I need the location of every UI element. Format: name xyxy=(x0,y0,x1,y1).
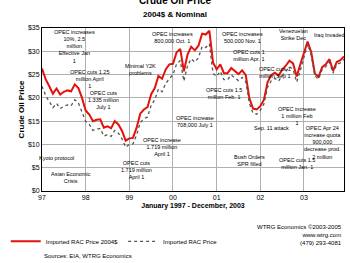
svg-text:OPEC cuts1.335 millionJuly 1: OPEC cuts1.335 millionJuly 1 xyxy=(88,90,119,110)
svg-text:OPEC increases10%, 2.5millionE: OPEC increases10%, 2.5millionEffective J… xyxy=(54,29,95,64)
svg-text:OPEC Apr 24increase quota900,0: OPEC Apr 24increase quota900,000decrease… xyxy=(304,125,341,160)
svg-text:01: 01 xyxy=(213,194,221,201)
svg-text:OPEC increase1 million Feb1: OPEC increase1 million Feb1 xyxy=(278,106,316,126)
svg-text:99: 99 xyxy=(125,194,133,201)
svg-text:Sep. 11 attack: Sep. 11 attack xyxy=(254,125,289,131)
svg-text:97: 97 xyxy=(38,194,46,201)
svg-text:OPEC cuts 1million Apr. 1: OPEC cuts 1million Apr. 1 xyxy=(233,49,265,62)
svg-text:OPEC increase708,000 July 1: OPEC increase708,000 July 1 xyxy=(176,115,214,128)
svg-text:OPEC cuts1.719 millionApril 1: OPEC cuts1.719 millionApril 1 xyxy=(121,160,152,180)
svg-text:OPEC cuts 1.5million Feb. 1: OPEC cuts 1.5million Feb. 1 xyxy=(206,87,242,100)
svg-text:03: 03 xyxy=(300,194,308,201)
svg-text:Bush OrdersSPR filled: Bush OrdersSPR filled xyxy=(234,154,265,167)
svg-text:$10: $10 xyxy=(28,141,40,148)
svg-text:Asian EconomicCrisis: Asian EconomicCrisis xyxy=(51,171,91,184)
svg-text:Imported RAC Price: Imported RAC Price xyxy=(163,239,217,245)
svg-text:$15: $15 xyxy=(28,118,40,125)
svg-text:OPEC cuts 1.25million April1: OPEC cuts 1.25million April1 xyxy=(70,69,109,89)
svg-text:Imported RAC Price 2004$: Imported RAC Price 2004$ xyxy=(46,239,118,245)
svg-text:Sources: EIA, WTRG Economics: Sources: EIA, WTRG Economics xyxy=(44,253,132,259)
svg-text:98: 98 xyxy=(82,194,90,201)
svg-text:$30: $30 xyxy=(28,48,40,55)
svg-text:$25: $25 xyxy=(28,71,40,78)
svg-text:$20: $20 xyxy=(28,94,40,101)
svg-text:Kyoto protocol: Kyoto protocol xyxy=(39,155,74,161)
svg-text:January 1997 - December, 2003: January 1997 - December, 2003 xyxy=(141,202,245,210)
svg-text:02: 02 xyxy=(256,194,264,201)
svg-text:Minimal Y2Kproblems: Minimal Y2Kproblems xyxy=(125,63,156,76)
svg-text:VenezuelanStrike Dec: VenezuelanStrike Dec xyxy=(279,28,308,41)
svg-text:OPEC increases500,000 Nov. 1: OPEC increases500,000 Nov. 1 xyxy=(222,31,263,44)
svg-text:00: 00 xyxy=(169,194,177,201)
svg-text:Crude Oil Price: Crude Oil Price xyxy=(17,80,26,138)
svg-text:$0: $0 xyxy=(32,187,40,194)
svg-text:WTRG Economics ©2003-2005www.w: WTRG Economics ©2003-2005www.wtrg.com(47… xyxy=(257,224,342,246)
svg-text:OPEC increases800,000 Oct. 1: OPEC increases800,000 Oct. 1 xyxy=(152,31,193,44)
svg-text:OPEC increase1.719 millionApri: OPEC increase1.719 millionApril 1 xyxy=(143,137,181,157)
svg-text:OPEC cuts 1million Sep 1: OPEC cuts 1million Sep 1 xyxy=(259,66,291,79)
svg-text:Crude Oil Price2004$ & Nominal: Crude Oil Price2004$ & Nominal xyxy=(139,0,212,19)
svg-text:Iraq Invaded: Iraq Invaded xyxy=(314,32,345,38)
svg-text:OPEC cuts 1.5million Jan. 1: OPEC cuts 1.5million Jan. 1 xyxy=(279,157,315,170)
svg-text:$5: $5 xyxy=(32,164,40,171)
svg-text:$35: $35 xyxy=(28,24,40,31)
